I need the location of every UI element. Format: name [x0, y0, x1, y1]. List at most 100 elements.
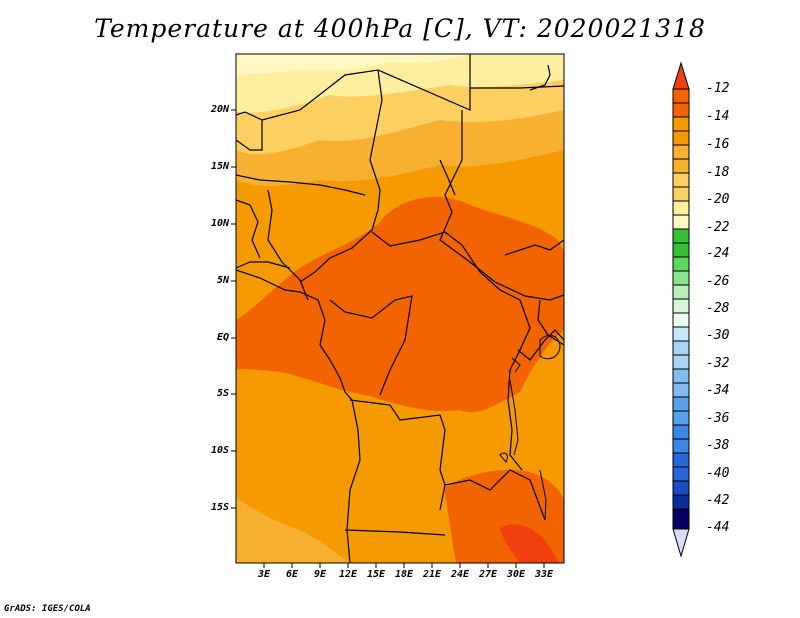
- colorbar-bottom-arrow: [672, 528, 690, 558]
- colorbar-box-14: [672, 270, 690, 286]
- border-east: [494, 281, 564, 301]
- colorbar-box-20: [672, 354, 690, 370]
- lon-label-3e: 3E: [257, 569, 271, 580]
- lake-tanganyika: [509, 379, 519, 456]
- colorbar-top-arrow: [672, 61, 690, 90]
- colorbar-label-m30: -30: [706, 328, 730, 343]
- border-angola-south: [344, 529, 446, 536]
- border-congo: [329, 295, 413, 396]
- lake-malawi: [539, 469, 547, 521]
- colorbar-label-m26: -26: [706, 274, 730, 289]
- colorbar-label-m42: -42: [706, 493, 730, 508]
- colorbar-box-29: [672, 480, 690, 496]
- colorbar-label-m28: -28: [706, 301, 730, 316]
- coastline-north-west: [236, 111, 263, 151]
- lat-tick-marks: [231, 109, 236, 509]
- lake-mweru: [499, 452, 508, 463]
- colorbar-box-5: [672, 144, 690, 160]
- colorbar-box-12: [672, 242, 690, 258]
- colorbar-box-10: [672, 214, 690, 230]
- colorbar-label-m38: -38: [706, 438, 730, 453]
- colorbar-box-30: [672, 494, 690, 510]
- lon-label-15e: 15E: [366, 569, 386, 580]
- colorbar-box-13: [672, 256, 690, 272]
- lakes: [499, 334, 561, 521]
- colorbar-label-m44: -44: [706, 520, 730, 535]
- colorbar-box-23: [672, 396, 690, 412]
- border-uganda-kenya: [537, 299, 564, 346]
- field-very-warm-southeast: [500, 524, 560, 563]
- lon-label-6e: 6E: [285, 569, 299, 580]
- border-sudan-north: [470, 85, 564, 89]
- lon-label-27e: 27E: [478, 569, 498, 580]
- border-angola: [349, 399, 446, 511]
- border-south-sudan: [504, 239, 564, 256]
- lon-tick-marks: [263, 563, 545, 568]
- border-great-lakes: [517, 329, 564, 361]
- colorbar-box-27: [672, 452, 690, 468]
- lon-label-18e: 18E: [394, 569, 414, 580]
- colorbar-label-m16: -16: [706, 137, 730, 152]
- lat-label-15s: 15S: [210, 502, 229, 513]
- colorbar-box-24: [672, 410, 690, 426]
- colorbar-box-16: [672, 298, 690, 314]
- lat-label-20n: 20N: [210, 104, 229, 115]
- colorbar: [672, 61, 690, 558]
- colorbar-box-4: [672, 130, 690, 146]
- border-car: [371, 231, 521, 301]
- field-warm-core: [236, 196, 564, 413]
- border-nigeria: [267, 189, 309, 301]
- lon-label-33e: 33E: [534, 569, 554, 580]
- colorbar-box-18: [672, 326, 690, 342]
- colorbar-label-m14: -14: [706, 109, 730, 124]
- temperature-field: [236, 54, 564, 563]
- chart-title: Temperature at 400hPa [C], VT: 202002131…: [94, 14, 706, 43]
- nile-basin: [439, 159, 456, 196]
- colorbar-label-m22: -22: [706, 220, 730, 235]
- lon-label-9e: 9E: [313, 569, 327, 580]
- coastline-gulf: [236, 261, 291, 269]
- colorbar-box-8: [672, 186, 690, 202]
- colorbar-box-31: [672, 508, 690, 530]
- colorbar-box-26: [672, 438, 690, 454]
- colorbar-box-15: [672, 284, 690, 300]
- colorbar-box-11: [672, 228, 690, 244]
- grads-credit: GrADS: IGES/COLA: [4, 604, 91, 614]
- map-frame: [235, 53, 565, 564]
- coastline-west: [236, 269, 361, 563]
- colorbar-label-m18: -18: [706, 165, 730, 180]
- border-north: [261, 69, 383, 283]
- lat-label-5n: 5N: [216, 275, 229, 286]
- border-zambia: [444, 469, 546, 521]
- field-light-southwest: [236, 498, 350, 563]
- colorbar-label-m36: -36: [706, 411, 730, 426]
- colorbar-box-21: [672, 368, 690, 384]
- lon-label-12e: 12E: [338, 569, 358, 580]
- lake-victoria: [539, 334, 561, 360]
- colorbar-label-m24: -24: [706, 246, 730, 261]
- lat-label-5s: 5S: [216, 388, 229, 399]
- colorbar-box-9: [672, 200, 690, 216]
- colorbar-box-7: [672, 172, 690, 188]
- lon-label-30e: 30E: [506, 569, 526, 580]
- colorbar-box-25: [672, 424, 690, 440]
- colorbar-box-19: [672, 340, 690, 356]
- colorbar-box-1: [672, 88, 690, 104]
- lon-label-21e: 21E: [422, 569, 442, 580]
- colorbar-box-28: [672, 466, 690, 482]
- border-libya-egypt: [377, 54, 471, 111]
- border-drc-east: [507, 299, 531, 471]
- colorbar-box-22: [672, 382, 690, 398]
- colorbar-box-17: [672, 312, 690, 328]
- colorbar-box-6: [672, 158, 690, 174]
- colorbar-label-m32: -32: [706, 356, 730, 371]
- border-chad-sudan: [439, 110, 496, 283]
- border-sahel: [236, 174, 366, 196]
- colorbar-box-3: [672, 116, 690, 132]
- border-west-africa: [236, 199, 261, 259]
- colorbar-label-m40: -40: [706, 466, 730, 481]
- country-borders: [236, 54, 564, 563]
- lat-label-10n: 10N: [210, 218, 229, 229]
- lat-label-eq: EQ: [216, 332, 229, 343]
